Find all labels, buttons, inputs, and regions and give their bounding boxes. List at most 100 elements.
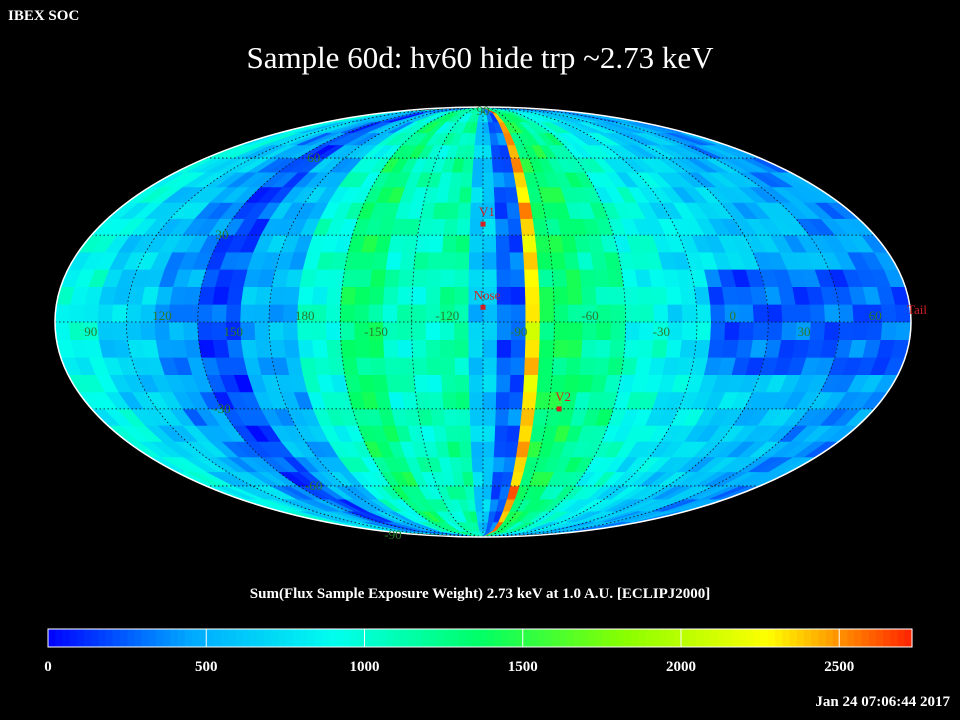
map-cell bbox=[492, 456, 506, 473]
colorbar-segment bbox=[566, 629, 575, 647]
colorbar-tick-label: 1500 bbox=[508, 659, 538, 675]
map-cell bbox=[495, 391, 511, 410]
longitude-label: 180 bbox=[295, 308, 315, 323]
latitude-label: 60 bbox=[307, 150, 320, 165]
map-cell bbox=[325, 303, 342, 323]
map-cell bbox=[454, 374, 470, 393]
colorbar-segment bbox=[451, 629, 459, 647]
colorbar-segment bbox=[804, 629, 812, 647]
colorbar-segment bbox=[710, 629, 719, 647]
map-cell bbox=[297, 339, 315, 358]
map-cell bbox=[97, 321, 114, 341]
colorbar-segment bbox=[199, 629, 207, 647]
colorbar-tick-label: 2000 bbox=[666, 659, 696, 675]
map-cell bbox=[767, 303, 783, 323]
map-markers: V1 Nose V2 Tail bbox=[474, 204, 927, 412]
colorbar-segment bbox=[436, 629, 445, 647]
colorbar-segment bbox=[372, 629, 380, 647]
map-cell bbox=[496, 251, 512, 270]
colorbar-segment bbox=[739, 629, 747, 647]
colorbar-segment bbox=[724, 629, 733, 647]
latitude-label: 30 bbox=[216, 227, 229, 242]
colorbar-segment bbox=[48, 629, 56, 647]
colorbar-segment bbox=[336, 629, 344, 647]
colorbar-segment bbox=[825, 629, 834, 647]
longitude-label: -120 bbox=[435, 308, 459, 323]
map-cell bbox=[637, 286, 654, 305]
map-cell bbox=[398, 268, 415, 288]
colorbar-segment bbox=[321, 629, 330, 647]
map-cell bbox=[880, 303, 898, 323]
map-cell bbox=[454, 251, 470, 270]
latitude-label: -30 bbox=[213, 401, 230, 416]
map-cell bbox=[425, 286, 442, 305]
map-cell bbox=[551, 356, 568, 376]
longitude-label: 90 bbox=[84, 324, 97, 339]
colorbar-segment bbox=[480, 629, 488, 647]
map-cell bbox=[482, 251, 498, 270]
timestamp: Jan 24 07:06:44 2017 bbox=[815, 694, 950, 710]
colorbar-segment bbox=[789, 629, 798, 647]
colorbar-segment bbox=[796, 629, 805, 647]
corner-label: IBEX SOC bbox=[8, 8, 80, 24]
colorbar-segment bbox=[876, 629, 884, 647]
map-cell bbox=[482, 391, 497, 410]
map-cell bbox=[370, 356, 387, 376]
map-cell bbox=[412, 356, 429, 376]
map-cell bbox=[550, 251, 567, 270]
map-cell bbox=[197, 303, 214, 323]
marker-label: Tail bbox=[907, 302, 927, 317]
map-cell bbox=[443, 408, 459, 426]
colorbar-segment bbox=[667, 629, 675, 647]
map-cell bbox=[401, 234, 419, 253]
map-cell bbox=[55, 303, 72, 323]
map-cell bbox=[428, 234, 445, 253]
map-cell bbox=[496, 356, 512, 376]
colorbar-segment bbox=[703, 629, 711, 647]
map-cell bbox=[623, 286, 640, 305]
colorbar-segment bbox=[55, 629, 63, 647]
map-cell bbox=[852, 321, 869, 341]
map-cell bbox=[492, 171, 506, 188]
longitude-label: 120 bbox=[152, 308, 172, 323]
map-cell bbox=[823, 321, 841, 341]
longitude-label: 0 bbox=[729, 308, 736, 323]
map-cell bbox=[639, 303, 655, 323]
map-cell bbox=[551, 268, 568, 288]
map-cell bbox=[781, 321, 798, 341]
map-cell bbox=[470, 425, 484, 442]
meridian-line bbox=[482, 107, 841, 537]
map-cell bbox=[439, 286, 456, 305]
map-cell bbox=[695, 303, 712, 323]
map-cell bbox=[707, 286, 726, 305]
map-cell bbox=[579, 268, 596, 288]
colorbar-segment bbox=[400, 629, 409, 647]
map-cell bbox=[382, 303, 399, 323]
map-cell bbox=[384, 268, 401, 288]
map-cell bbox=[495, 234, 511, 253]
map-cell bbox=[695, 321, 712, 341]
map-cell bbox=[506, 425, 521, 442]
map-cell bbox=[411, 321, 427, 341]
colorbar-segment bbox=[242, 629, 251, 647]
map-cell bbox=[524, 268, 540, 288]
map-cell bbox=[468, 268, 484, 288]
map-cell bbox=[509, 251, 525, 270]
map-cell bbox=[607, 356, 625, 376]
map-cell bbox=[440, 356, 456, 376]
map-cell bbox=[311, 321, 327, 341]
colorbar-tick-label: 500 bbox=[195, 659, 218, 675]
map-cell bbox=[397, 321, 413, 341]
map-cell bbox=[454, 286, 470, 305]
map-cell bbox=[781, 303, 798, 323]
colorbar-segment bbox=[357, 629, 366, 647]
map-cell bbox=[312, 286, 329, 305]
map-cell bbox=[269, 339, 287, 358]
map-cell bbox=[610, 321, 627, 341]
colorbar-segment bbox=[285, 629, 294, 647]
map-cell bbox=[567, 339, 583, 358]
map-cell bbox=[469, 218, 484, 236]
colorbar-caption: Sum(Flux Sample Exposure Weight) 2.73 ke… bbox=[249, 586, 711, 602]
map-cell bbox=[197, 321, 214, 341]
map-cell bbox=[507, 218, 523, 236]
